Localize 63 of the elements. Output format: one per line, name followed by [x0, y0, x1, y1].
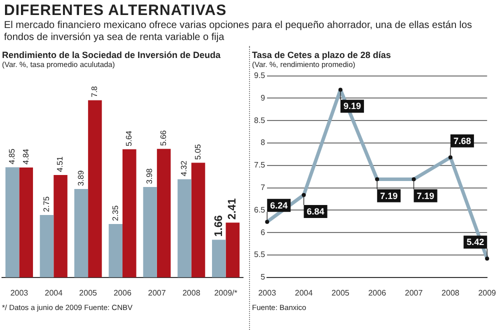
bar: [108, 224, 122, 278]
bar: [54, 174, 68, 278]
y-tick-label: 7.5: [254, 160, 266, 170]
data-label: 4.32: [180, 160, 189, 176]
x-tick-label: 2007: [148, 288, 166, 298]
data-label: 6.24: [270, 200, 288, 210]
bar: [191, 162, 206, 278]
data-label: 3.89: [76, 170, 86, 186]
bar: [122, 149, 136, 278]
data-label: 4.85: [8, 148, 17, 164]
data-label: 9.19: [343, 101, 361, 112]
y-tick-label: 8: [260, 138, 266, 148]
x-tick-label: 2009: [478, 288, 497, 298]
data-label: 5.42: [466, 237, 484, 248]
x-tick-label: 2008: [182, 288, 201, 298]
x-tick-label: 2009/*: [214, 288, 238, 298]
x-tick-label: 2007: [404, 288, 424, 298]
data-label: 3.98: [145, 168, 154, 184]
x-tick-label: 2006: [114, 288, 132, 298]
y-tick-label: 5.5: [254, 250, 266, 260]
data-label: 7.8: [90, 86, 100, 98]
data-label: 7.19: [380, 190, 398, 201]
x-tick-label: 2005: [332, 288, 350, 298]
bar: [156, 148, 171, 278]
bar: [212, 240, 226, 278]
x-tick-label: 2008: [442, 288, 460, 298]
y-tick-label: 5: [260, 272, 266, 282]
data-label: 4.51: [56, 156, 65, 172]
y-tick-label: 7: [260, 183, 266, 192]
data-label: 5.05: [193, 144, 202, 160]
y-tick-label: 9: [260, 93, 266, 102]
data-label: 5.64: [124, 130, 134, 146]
data-label: 2.75: [42, 196, 51, 212]
data-label: 5.66: [159, 130, 168, 146]
data-label: 2.41: [226, 198, 239, 220]
data-label: 7.19: [416, 190, 434, 201]
bar: [88, 100, 102, 278]
data-label: 4.84: [21, 148, 30, 164]
x-tick-label: 2005: [79, 288, 98, 298]
y-tick-label: 6.5: [254, 205, 266, 214]
bar: [74, 189, 88, 278]
chart-title: Tasa de Cetes a plazo de 28 días: [252, 50, 392, 60]
bar: [178, 179, 192, 278]
y-tick-label: 9.5: [254, 71, 266, 80]
bar: [226, 222, 240, 278]
bar: [19, 167, 33, 278]
x-tick-label: 2004: [44, 288, 64, 298]
y-tick-label: 6: [260, 228, 266, 237]
text: El mercado financiero mexicano ofrece varias opciones para el pequeño ahorrador, una de ellas están los fondos de inversión ya sea de renta variable o fija: [4, 20, 474, 44]
x-tick-label: 2003: [258, 288, 277, 298]
chart-title: Rendimiento de la Sociedad de Inversión de Deuda: [2, 50, 222, 60]
data-label: 1.66: [212, 215, 225, 237]
x-tick-label: 2006: [368, 288, 387, 298]
y-tick-label: 8.5: [254, 116, 266, 125]
bar: [143, 187, 157, 278]
data-label: 2.35: [110, 204, 120, 222]
bar: [40, 214, 54, 278]
bar: [5, 167, 20, 278]
data-label: 7.68: [453, 136, 471, 146]
text: DIFERENTES ALTERNATIVAS: [4, 2, 228, 19]
data-label: 6.84: [306, 206, 324, 216]
x-tick-label: 2004: [294, 288, 314, 298]
x-tick-label: 2003: [10, 288, 29, 298]
